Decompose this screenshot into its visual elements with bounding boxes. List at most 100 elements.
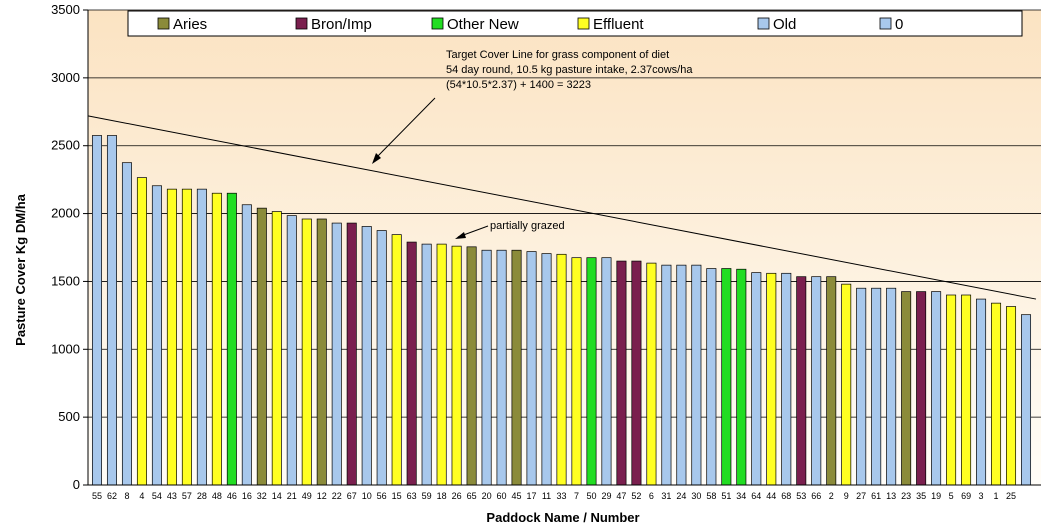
annotation-line: 54 day round, 10.5 kg pasture intake, 2.… <box>446 64 693 76</box>
bar-22 <box>331 222 342 486</box>
x-tick-label: 6 <box>649 491 654 501</box>
x-tick-label: 28 <box>197 491 207 501</box>
bar-68 <box>781 272 792 486</box>
y-tick-label: 1000 <box>51 341 80 356</box>
x-tick-label: 58 <box>706 491 716 501</box>
bar-7 <box>571 257 582 486</box>
x-tick-label: 31 <box>661 491 671 501</box>
bar-65 <box>466 246 477 486</box>
x-tick-label: 47 <box>616 491 626 501</box>
bar-62 <box>106 135 117 486</box>
x-tick-label: 53 <box>796 491 806 501</box>
x-tick-label: 62 <box>107 491 117 501</box>
annotation-line: Target Cover Line for grass component of… <box>446 49 669 61</box>
x-tick-label: 69 <box>961 491 971 501</box>
legend-box <box>127 10 1023 37</box>
bar-3 <box>976 298 987 486</box>
y-tick-labels: 0 500 1000 1500 2000 2500 3000 3500 <box>51 2 88 492</box>
bar-58 <box>706 268 717 486</box>
x-tick-label: 43 <box>167 491 177 501</box>
x-tick-label: 8 <box>124 491 129 501</box>
bar-2 <box>826 276 837 486</box>
legend-swatch <box>157 17 170 30</box>
bar-25 <box>1006 306 1017 486</box>
x-tick-label: 16 <box>242 491 252 501</box>
x-tick-labels: 55 62 8 4 54 43 57 28 48 46 16 32 14 21 49 12 22 67 10 56 15… <box>92 491 1016 501</box>
x-tick-label: 12 <box>317 491 327 501</box>
x-tick-label: 52 <box>631 491 641 501</box>
legend-label: 0 <box>895 16 903 33</box>
axes <box>87 10 1041 486</box>
bar-11 <box>541 253 552 486</box>
bar-45 <box>511 249 522 486</box>
x-tick-label: 49 <box>302 491 312 501</box>
bar-49 <box>301 218 312 486</box>
x-tick-label: 5 <box>949 491 954 501</box>
bar-50 <box>586 257 597 486</box>
x-tick-label: 22 <box>332 491 342 501</box>
y-tick-label: 3000 <box>51 70 80 85</box>
bar-48 <box>211 192 222 486</box>
x-tick-label: 35 <box>916 491 926 501</box>
bar-63 <box>406 241 417 486</box>
x-tick-label: 26 <box>452 491 462 501</box>
y-tick-label: 500 <box>58 409 80 424</box>
x-tick-label: 55 <box>92 491 102 501</box>
x-tick-label: 57 <box>182 491 192 501</box>
legend-label: Effluent <box>593 16 644 33</box>
x-tick-label: 30 <box>691 491 701 501</box>
x-tick-label: 15 <box>392 491 402 501</box>
bar-54 <box>151 185 162 486</box>
annotation-arrow <box>373 97 436 161</box>
x-tick-label: 63 <box>407 491 417 501</box>
x-tick-label: 11 <box>542 491 551 501</box>
bar-51 <box>721 268 732 486</box>
bar-53 <box>796 276 807 486</box>
bar-24 <box>676 264 687 486</box>
legend-label: Old <box>773 16 796 33</box>
bar-60 <box>496 249 507 486</box>
bar-15 <box>391 234 402 486</box>
x-tick-label: 56 <box>377 491 387 501</box>
annotation-partially-grazed: partially grazed <box>490 220 565 232</box>
bar-23 <box>901 291 912 486</box>
x-tick-label: 60 <box>497 491 507 501</box>
y-tick-label: 2000 <box>51 206 80 221</box>
bar-9 <box>841 283 852 486</box>
bar-35 <box>916 291 927 486</box>
bar-13 <box>886 287 897 486</box>
bar-20 <box>481 249 492 486</box>
bar-59 <box>421 243 432 486</box>
x-tick-label: 1 <box>994 491 999 501</box>
y-axis-title: Pasture Cover Kg DM/ha <box>13 193 28 345</box>
bar-1 <box>991 302 1002 486</box>
y-tick-label: 0 <box>73 477 80 492</box>
x-tick-label: 27 <box>856 491 866 501</box>
bar-67 <box>346 222 357 486</box>
bar-32 <box>256 207 267 486</box>
annotations: Target Cover Line for grass component of… <box>372 49 693 239</box>
arrowhead <box>455 232 466 239</box>
bar-47 <box>616 260 627 486</box>
bar-27 <box>856 287 867 486</box>
bar-56 <box>376 230 387 486</box>
bar-33 <box>556 253 567 486</box>
x-tick-label: 18 <box>437 491 447 501</box>
legend-swatch <box>295 17 308 30</box>
bar-55 <box>91 135 102 486</box>
x-tick-label: 64 <box>751 491 761 501</box>
bar-46 <box>226 192 237 486</box>
bar-5 <box>946 294 957 486</box>
bar-4 <box>136 177 147 486</box>
bar-69 <box>961 294 972 486</box>
arrowhead <box>372 153 381 164</box>
legend-swatch <box>757 17 770 30</box>
x-tick-label: 68 <box>781 491 791 501</box>
x-tick-label: 61 <box>871 491 881 501</box>
x-tick-label: 3 <box>979 491 984 501</box>
x-tick-label: 44 <box>766 491 776 501</box>
legend-label: Bron/Imp <box>311 16 372 33</box>
x-tick-label: 33 <box>556 491 566 501</box>
bar-29 <box>601 257 612 486</box>
